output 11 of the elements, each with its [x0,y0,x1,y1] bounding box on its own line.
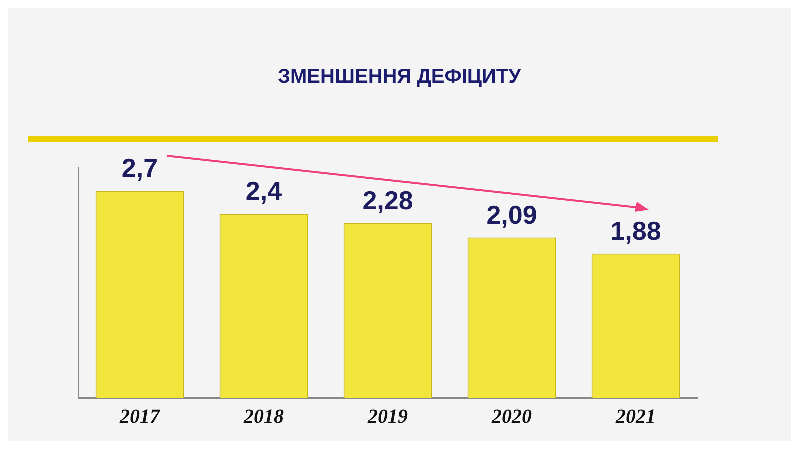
chart-title: ЗМЕНШЕННЯ ДЕФІЦИТУ [276,66,522,89]
data-label: 1,88 [610,216,662,246]
x-tick-label: 2017 [119,406,161,428]
data-label: 2,4 [246,176,283,206]
x-tick-label: 2020 [491,406,532,428]
data-label: 2,28 [362,185,414,216]
data-label: 2,7 [122,153,158,184]
x-tick-label: 2018 [243,406,284,428]
x-tick-label: 2019 [367,406,408,428]
x-tick-label: 2021 [615,406,656,428]
data-label: 2,09 [486,200,538,230]
